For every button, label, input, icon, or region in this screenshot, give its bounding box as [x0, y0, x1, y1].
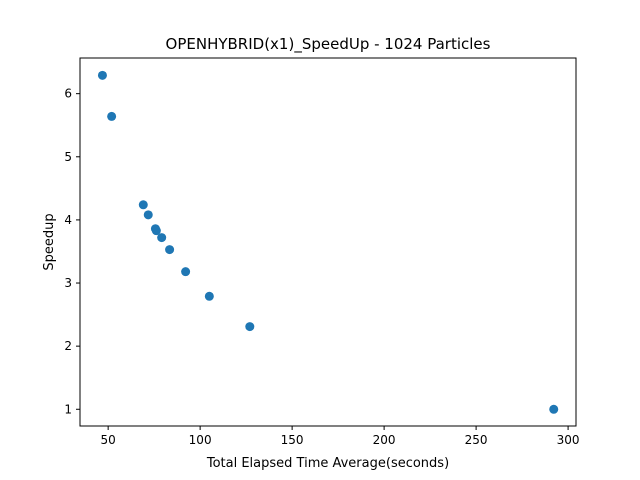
x-tick-label: 300 [557, 433, 580, 447]
y-axis-ticks: 1 2 3 4 5 6 [64, 87, 80, 416]
y-tick-label: 5 [64, 150, 72, 164]
x-tick-label: 50 [101, 433, 116, 447]
x-tick-label: 100 [189, 433, 212, 447]
scatter-point [181, 267, 191, 277]
x-tick-label: 150 [281, 433, 304, 447]
x-tick-label: 200 [373, 433, 396, 447]
y-tick-label: 4 [64, 213, 72, 227]
plot-area-frame [79, 57, 577, 427]
y-tick-label: 6 [64, 87, 72, 101]
y-tick-label: 3 [64, 276, 72, 290]
x-axis-label: Total Elapsed Time Average(seconds) [206, 456, 449, 471]
scatter-point [138, 200, 148, 210]
scatter-point [549, 404, 559, 414]
scatter-point [143, 210, 153, 220]
y-tick-label: 2 [64, 339, 72, 353]
scatter-point [165, 245, 175, 255]
scatter-point [204, 291, 214, 301]
chart-title: OPENHYBRID(x1)_SpeedUp - 1024 Particles [166, 35, 491, 54]
scatter-point [97, 70, 107, 80]
scatter-point [157, 233, 167, 243]
scatter-point [245, 322, 255, 332]
y-axis-label: Speedup [42, 213, 57, 270]
scatter-point [107, 111, 117, 121]
scatter-point [151, 226, 161, 236]
data-points [97, 70, 559, 414]
x-axis-ticks: 50 100 150 200 250 300 [101, 426, 580, 447]
x-tick-label: 250 [465, 433, 488, 447]
y-tick-label: 1 [64, 402, 72, 416]
